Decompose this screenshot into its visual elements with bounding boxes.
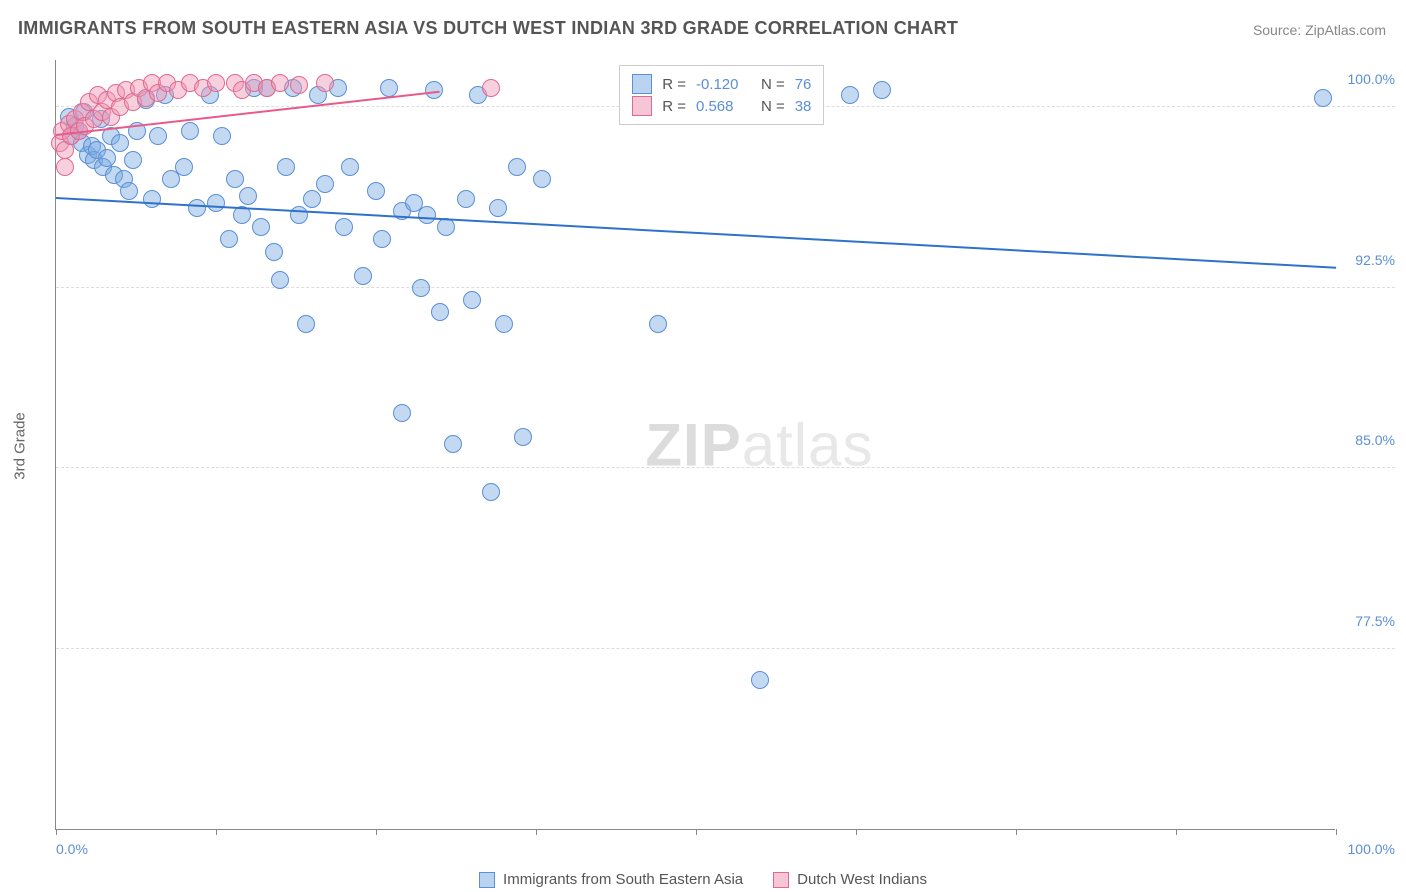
scatter-point — [252, 218, 270, 236]
n-value: 38 — [795, 98, 812, 115]
scatter-point — [354, 267, 372, 285]
x-tick — [536, 829, 537, 835]
n-value: 76 — [795, 76, 812, 93]
source-prefix: Source: — [1253, 22, 1301, 38]
x-axis-end-label: 100.0% — [1348, 841, 1395, 857]
x-tick — [696, 829, 697, 835]
scatter-point — [181, 122, 199, 140]
scatter-point — [111, 134, 129, 152]
gridline — [56, 287, 1395, 288]
scatter-point — [873, 81, 891, 99]
scatter-point — [124, 151, 142, 169]
scatter-point — [207, 194, 225, 212]
watermark: ZIPatlas — [645, 410, 873, 479]
scatter-point — [297, 315, 315, 333]
scatter-point — [373, 230, 391, 248]
scatter-point — [431, 303, 449, 321]
legend-row: R = -0.120 N = 76 — [632, 74, 811, 94]
scatter-plot: ZIPatlas 77.5%85.0%92.5%100.0%0.0%100.0%… — [55, 60, 1335, 830]
scatter-point — [489, 199, 507, 217]
source-link[interactable]: ZipAtlas.com — [1305, 22, 1386, 38]
scatter-point — [367, 182, 385, 200]
scatter-point — [207, 74, 225, 92]
scatter-point — [751, 671, 769, 689]
x-tick — [856, 829, 857, 835]
chart-title: IMMIGRANTS FROM SOUTH EASTERN ASIA VS DU… — [18, 18, 958, 39]
scatter-point — [265, 243, 283, 261]
scatter-point — [175, 158, 193, 176]
scatter-point — [412, 279, 430, 297]
scatter-point — [341, 158, 359, 176]
scatter-point — [316, 175, 334, 193]
scatter-point — [380, 79, 398, 97]
legend-swatch — [479, 872, 495, 888]
correlation-legend: R = -0.120 N = 76 R = 0.568 N = 38 — [619, 65, 824, 125]
legend-swatch — [632, 96, 652, 116]
x-tick — [1336, 829, 1337, 835]
source-label: Source: ZipAtlas.com — [1253, 22, 1386, 38]
x-tick — [1016, 829, 1017, 835]
scatter-point — [335, 218, 353, 236]
scatter-point — [213, 127, 231, 145]
scatter-point — [120, 182, 138, 200]
legend-item: Immigrants from South Eastern Asia — [479, 871, 743, 888]
scatter-point — [188, 199, 206, 217]
scatter-point — [418, 206, 436, 224]
legend-label: Immigrants from South Eastern Asia — [503, 871, 743, 888]
legend-label: Dutch West Indians — [797, 871, 927, 888]
gridline — [56, 648, 1395, 649]
scatter-point — [143, 190, 161, 208]
scatter-point — [463, 291, 481, 309]
scatter-point — [149, 127, 167, 145]
scatter-point — [226, 170, 244, 188]
legend-bottom: Immigrants from South Eastern Asia Dutch … — [0, 871, 1406, 888]
scatter-point — [533, 170, 551, 188]
n-label: N = — [761, 76, 785, 93]
scatter-point — [514, 428, 532, 446]
x-tick — [376, 829, 377, 835]
x-tick — [216, 829, 217, 835]
y-tick-label: 92.5% — [1355, 252, 1395, 268]
scatter-point — [56, 158, 74, 176]
legend-row: R = 0.568 N = 38 — [632, 96, 811, 116]
scatter-point — [444, 435, 462, 453]
y-tick-label: 100.0% — [1348, 71, 1395, 87]
scatter-point — [482, 79, 500, 97]
scatter-point — [1314, 89, 1332, 107]
scatter-point — [649, 315, 667, 333]
scatter-point — [271, 271, 289, 289]
scatter-point — [271, 74, 289, 92]
scatter-point — [98, 149, 116, 167]
scatter-point — [303, 190, 321, 208]
scatter-point — [393, 404, 411, 422]
trend-line — [56, 197, 1336, 269]
scatter-point — [290, 76, 308, 94]
r-value: 0.568 — [696, 98, 751, 115]
scatter-point — [508, 158, 526, 176]
scatter-point — [841, 86, 859, 104]
n-label: N = — [761, 98, 785, 115]
y-tick-label: 77.5% — [1355, 613, 1395, 629]
x-tick — [1176, 829, 1177, 835]
scatter-point — [437, 218, 455, 236]
scatter-point — [239, 187, 257, 205]
scatter-point — [316, 74, 334, 92]
scatter-point — [220, 230, 238, 248]
scatter-point — [277, 158, 295, 176]
legend-item: Dutch West Indians — [773, 871, 927, 888]
legend-swatch — [773, 872, 789, 888]
x-axis-start-label: 0.0% — [56, 841, 88, 857]
x-tick — [56, 829, 57, 835]
y-axis-title: 3rd Grade — [12, 412, 29, 480]
scatter-point — [457, 190, 475, 208]
scatter-point — [482, 483, 500, 501]
gridline — [56, 467, 1395, 468]
y-tick-label: 85.0% — [1355, 432, 1395, 448]
r-value: -0.120 — [696, 76, 751, 93]
legend-swatch — [632, 74, 652, 94]
r-label: R = — [662, 98, 686, 115]
r-label: R = — [662, 76, 686, 93]
scatter-point — [495, 315, 513, 333]
